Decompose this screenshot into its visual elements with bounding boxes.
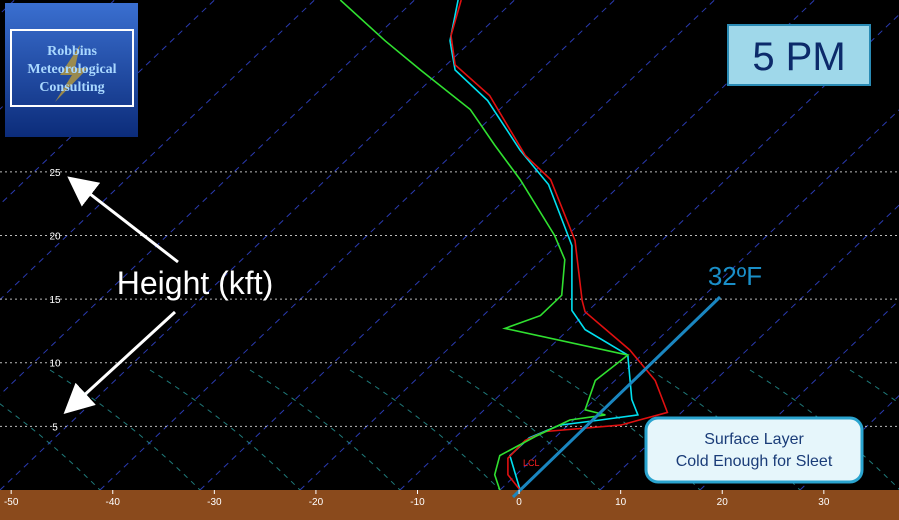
isotherm xyxy=(99,0,615,491)
axis-label: Height (kft) xyxy=(117,265,273,301)
ground xyxy=(0,490,899,520)
isotherm xyxy=(499,109,899,491)
plot xyxy=(339,0,669,491)
y-tick-label: 10 xyxy=(49,359,61,370)
logo-text: Consulting xyxy=(39,80,104,95)
freezing-line xyxy=(511,295,722,499)
y-tick-label: 15 xyxy=(49,295,61,306)
arrow xyxy=(67,176,179,264)
adiabat xyxy=(449,369,601,491)
adiabat xyxy=(849,369,899,404)
x-tick-label: 20 xyxy=(717,497,729,508)
note-text: Cold Enough for Sleet xyxy=(676,453,833,470)
isotherm xyxy=(599,204,899,491)
y-tick-label: 25 xyxy=(49,168,61,179)
adiabat xyxy=(0,403,101,491)
y-tick-label: 5 xyxy=(52,422,58,433)
lcl-label: LCL xyxy=(523,458,540,468)
adiabat xyxy=(249,369,401,491)
grid: 5 10 15 20 25 xyxy=(0,168,899,433)
x-tick-label: 10 xyxy=(615,497,627,508)
adiabat xyxy=(649,369,801,491)
freezing-label: 32ºF xyxy=(708,261,762,291)
time-box xyxy=(727,24,871,86)
adiabat xyxy=(749,369,899,490)
x-tick-label: 0 xyxy=(516,497,522,508)
sounding-line xyxy=(449,0,640,491)
note-box xyxy=(644,416,864,484)
adiabat xyxy=(549,369,701,491)
logo-text: Robbins xyxy=(47,44,97,59)
isotherm xyxy=(399,14,899,491)
x-tick-label: -50 xyxy=(4,497,19,508)
adiabat xyxy=(149,369,301,491)
isotherm xyxy=(199,0,715,491)
x-tick-label: -40 xyxy=(106,497,121,508)
time-label: 5 PM xyxy=(752,35,845,79)
note-text: Surface Layer xyxy=(704,431,804,448)
isotherm xyxy=(299,0,815,491)
sounding-line xyxy=(339,0,630,491)
logo-text: Meteorological xyxy=(27,62,116,77)
x-tick-label: -10 xyxy=(410,497,425,508)
x-tick-label: -20 xyxy=(309,497,324,508)
y-tick-label: 20 xyxy=(49,231,61,242)
isotherm xyxy=(0,0,515,491)
adiabat xyxy=(49,369,201,491)
x-tick-label: -30 xyxy=(207,497,222,508)
adiabat xyxy=(349,369,501,491)
logo-bolt xyxy=(55,45,88,102)
x-tick-label: 30 xyxy=(818,497,830,508)
logo-frame xyxy=(10,29,134,107)
isotherm xyxy=(0,0,315,301)
arrow xyxy=(63,310,177,415)
